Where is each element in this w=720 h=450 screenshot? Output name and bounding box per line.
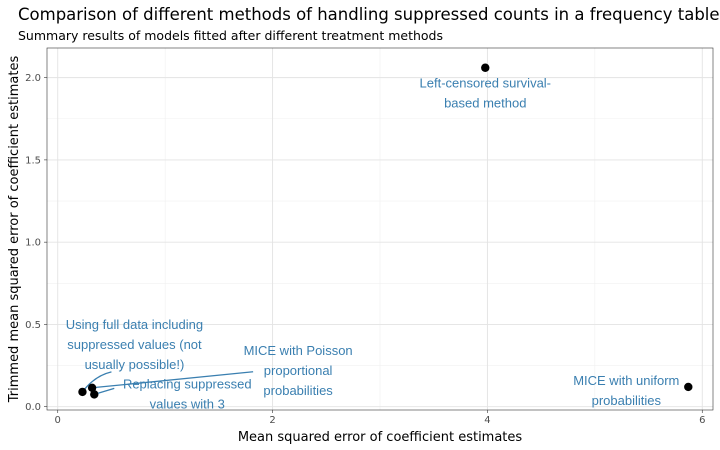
data-labels: Left-censored survival-based method MICE … <box>66 76 680 412</box>
label-leader-line <box>81 371 112 393</box>
data-point <box>481 63 490 72</box>
x-tick-label: 2 <box>269 415 275 426</box>
y-tick-label: 2.0 <box>25 73 41 84</box>
label-leader-line <box>92 371 254 389</box>
data-label: probabilities <box>592 393 662 408</box>
data-point <box>684 382 693 392</box>
y-tick-label: 0.0 <box>25 402 41 413</box>
chart-title: Comparison of different methods of handl… <box>18 5 720 24</box>
data-label: Using full data including <box>66 317 203 332</box>
chart-subtitle: Summary results of models fitted after d… <box>18 28 444 43</box>
grid <box>47 48 713 410</box>
data-label: probabilities <box>263 383 333 398</box>
data-label: Left-censored survival- <box>420 76 552 91</box>
data-point <box>87 383 97 392</box>
plot-panel-border <box>46 47 714 411</box>
data-label: values with 3 <box>150 396 225 411</box>
x-axis-title: Mean squared error of coefficient estima… <box>238 430 523 445</box>
data-label: suppressed values (not <box>67 337 202 352</box>
data-point <box>78 387 87 397</box>
y-tick-label: 1.0 <box>25 238 41 249</box>
data-label: MICE with uniform <box>573 373 679 388</box>
y-tick-label: 0.5 <box>25 320 41 331</box>
y-axis-title: Trimmed mean squared error of coefficien… <box>7 56 22 404</box>
data-label: proportional <box>264 363 333 378</box>
data-label: based method <box>444 96 526 111</box>
x-tick-label: 0 <box>55 415 61 426</box>
data-points <box>78 63 693 399</box>
data-label: MICE with Poisson <box>244 343 353 358</box>
data-point <box>90 390 99 399</box>
x-tick-label: 6 <box>699 415 705 426</box>
axis-ticks: 0 2 4 6 0.0 0.5 1.0 1.5 2.0 <box>25 73 705 426</box>
x-tick-label: 4 <box>484 415 490 426</box>
data-label: usually possible!) <box>85 357 185 372</box>
y-tick-label: 1.5 <box>25 155 41 166</box>
data-label: Replacing suppressed <box>123 376 252 391</box>
